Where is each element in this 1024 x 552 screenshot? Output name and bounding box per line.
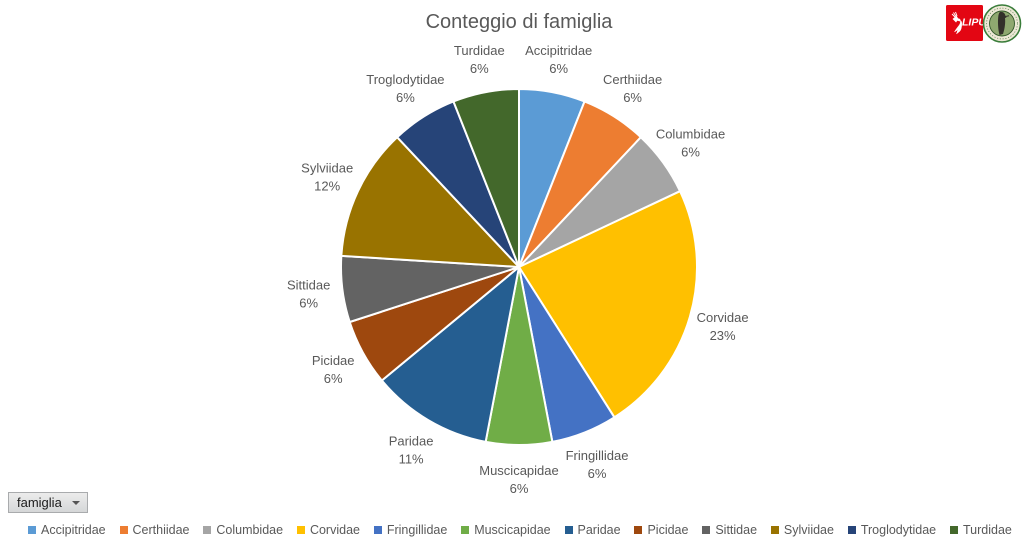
legend-swatch <box>634 526 643 534</box>
lipu-bird-icon <box>951 11 962 35</box>
legend-label: Sittidae <box>715 523 758 537</box>
legend-swatch <box>564 526 573 534</box>
legend-swatch <box>702 526 711 534</box>
legend-label: Muscicapidae <box>474 523 551 537</box>
slice-label: Paridae 11% <box>389 434 434 467</box>
legend-swatch <box>373 526 382 534</box>
logo-group: LIPU <box>946 2 1022 45</box>
slice-label: Turdidae 6% <box>454 43 505 76</box>
pie-slice-corvidae[interactable] <box>518 190 698 419</box>
legend-label: Corvidae <box>309 523 360 537</box>
slice-label: Picidae 6% <box>312 353 355 386</box>
chart-title: Conteggio di famiglia <box>425 11 613 33</box>
slice-label: Corvidae 23% <box>697 310 749 343</box>
legend-item-certhiidae[interactable]: Certhiidae <box>119 523 190 537</box>
legend-swatch <box>949 526 958 534</box>
legend-item-paridae[interactable]: Paridae <box>564 523 621 537</box>
legend-label: Paridae <box>577 523 621 537</box>
pie-slice-turdidae[interactable] <box>452 88 520 268</box>
slice-label: Muscicapidae 6% <box>479 463 559 496</box>
legend-item-columbidae[interactable]: Columbidae <box>203 523 283 537</box>
pie-slice-paridae[interactable] <box>380 266 520 443</box>
slice-label: Accipitridae 6% <box>525 43 592 76</box>
legend-label: Fringillidae <box>386 523 448 537</box>
legend: Accipitridae Certhiidae Columbidae Corvidae… <box>0 520 1024 540</box>
slice-label: Columbidae 6% <box>656 126 725 159</box>
legend-item-sylviidae[interactable]: Sylviidae <box>770 523 834 537</box>
slice-label: Sittidae 6% <box>287 278 330 311</box>
legend-item-accipitridae[interactable]: Accipitridae <box>28 523 106 537</box>
legend-item-muscicapidae[interactable]: Muscicapidae <box>461 523 551 537</box>
legend-swatch <box>119 526 128 534</box>
slice-label: Fringillidae 6% <box>566 448 629 481</box>
legend-label: Picidae <box>647 523 689 537</box>
famiglia-field-button[interactable]: famiglia <box>8 492 88 513</box>
slice-label: Sylviidae 12% <box>301 161 353 194</box>
legend-label: Sylviidae <box>783 523 834 537</box>
legend-label: Accipitridae <box>41 523 106 537</box>
bird-badge-logo <box>982 4 1022 43</box>
legend-swatch <box>770 526 779 534</box>
legend-swatch <box>461 526 470 534</box>
legend-item-turdidae[interactable]: Turdidae <box>949 523 1012 537</box>
legend-label: Columbidae <box>216 523 284 537</box>
legend-swatch <box>847 526 856 534</box>
legend-item-sittidae[interactable]: Sittidae <box>702 523 757 537</box>
slice-label: Troglodytidae 6% <box>366 72 444 105</box>
legend-item-fringillidae[interactable]: Fringillidae <box>373 523 448 537</box>
legend-swatch <box>296 526 305 534</box>
legend-label: Troglodytidae <box>860 523 937 537</box>
field-button-label: famiglia <box>17 495 62 510</box>
legend-item-troglodytidae[interactable]: Troglodytidae <box>847 523 937 537</box>
legend-swatch <box>28 526 36 534</box>
dropdown-arrow-icon <box>72 500 80 505</box>
legend-item-corvidae[interactable]: Corvidae <box>296 523 360 537</box>
badge-bird-icon <box>997 11 1007 35</box>
pie-slice-sylviidae[interactable] <box>340 136 520 268</box>
legend-swatch <box>203 526 212 534</box>
lipu-logo: LIPU <box>946 5 983 41</box>
legend-label: Turdidae <box>962 523 1012 537</box>
lipu-logo-text: LIPU <box>962 17 983 29</box>
slice-label: Certhiidae 6% <box>603 72 662 105</box>
legend-label: Certhiidae <box>132 523 190 537</box>
legend-item-picidae[interactable]: Picidae <box>634 523 688 537</box>
